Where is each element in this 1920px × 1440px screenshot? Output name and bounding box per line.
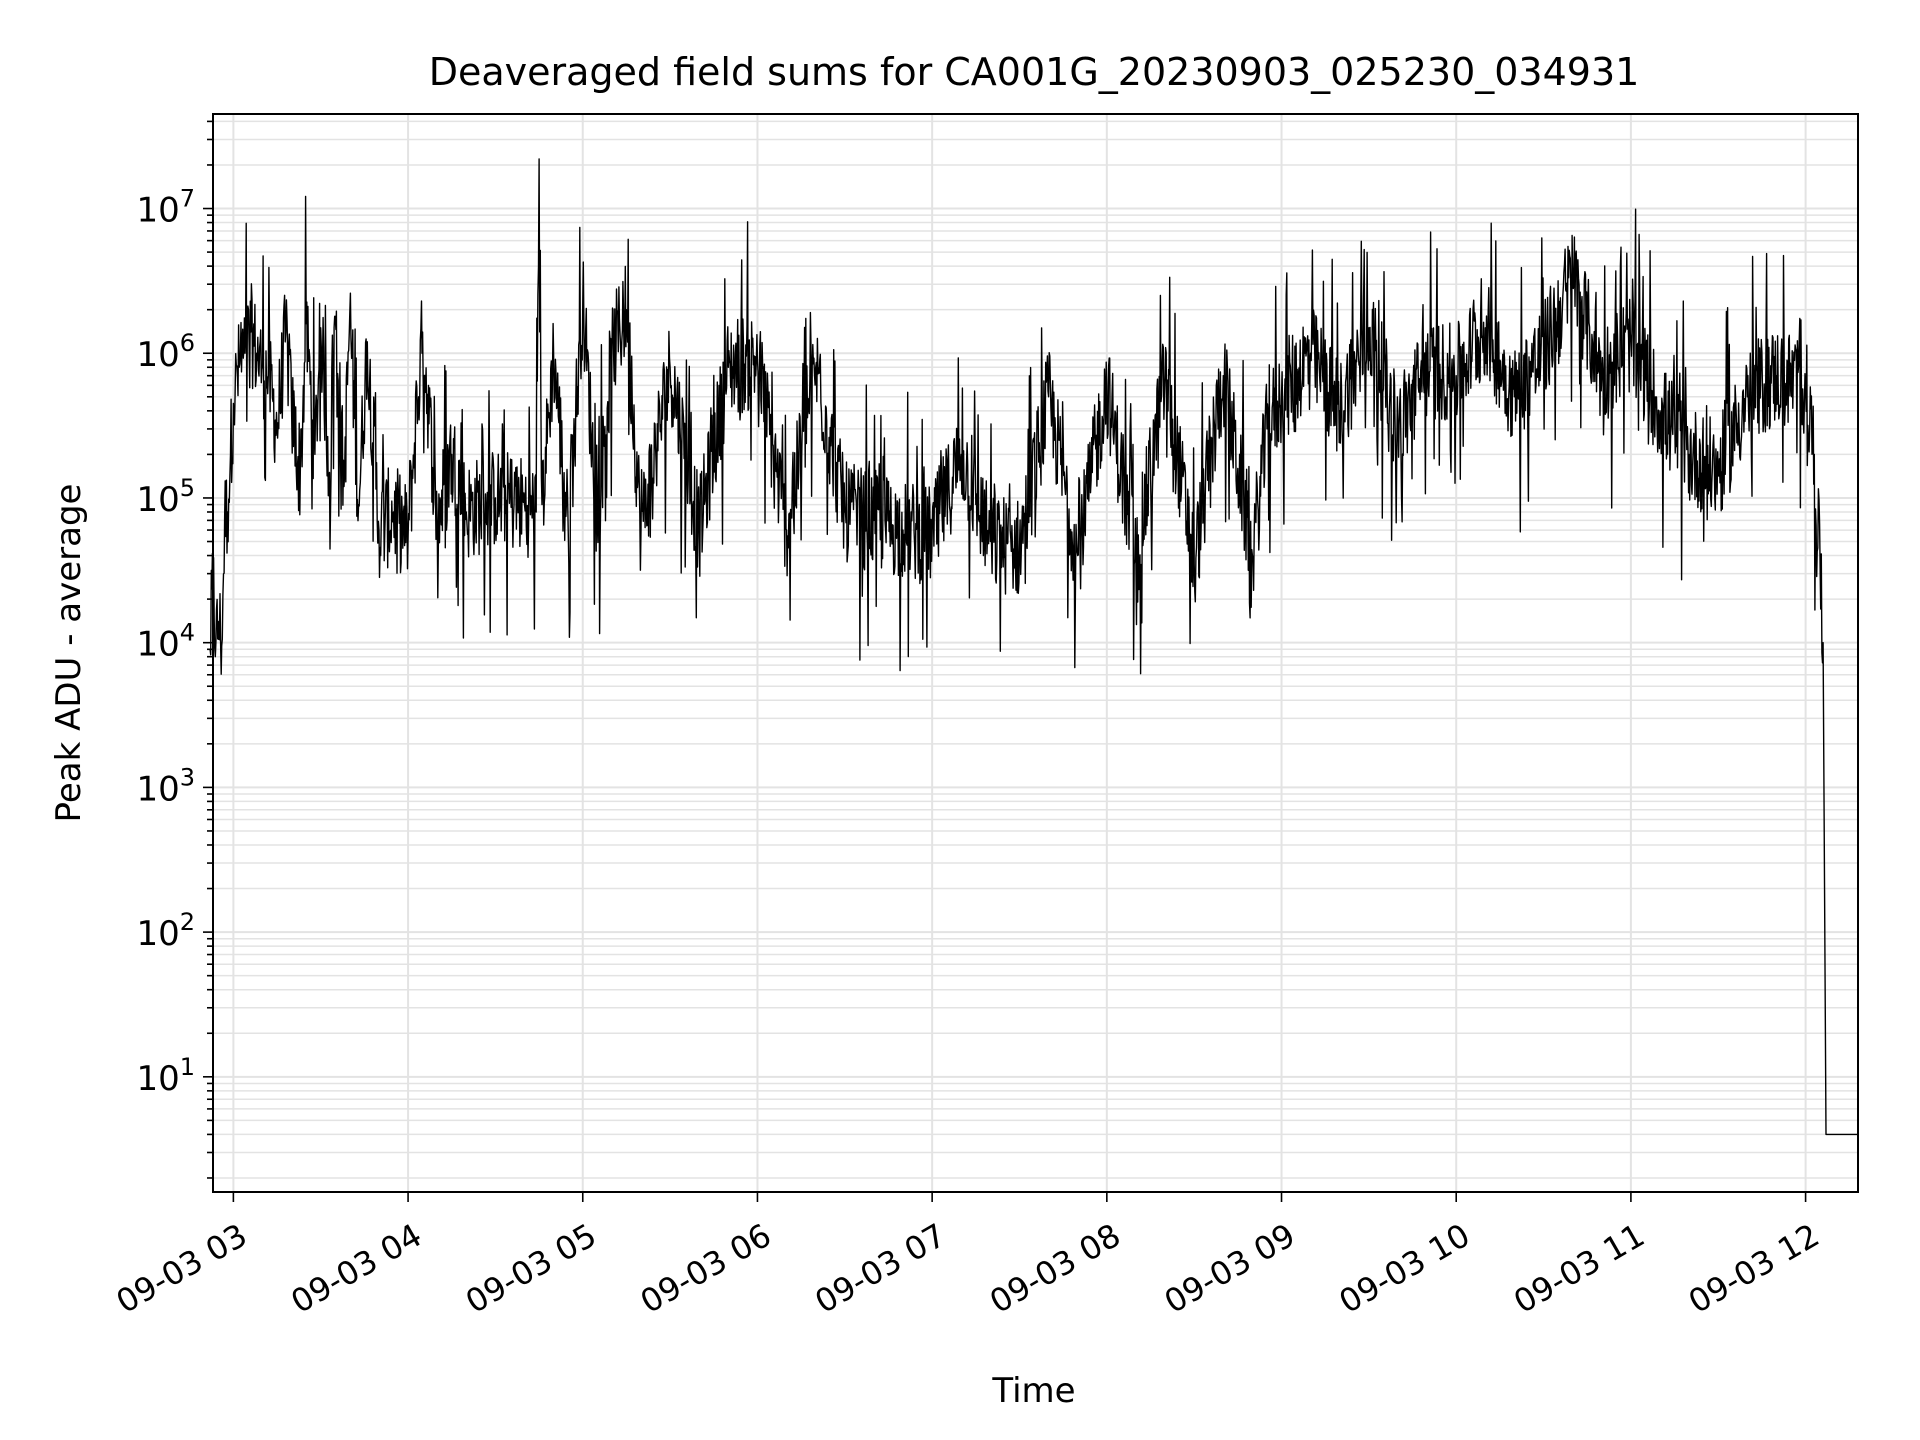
y-axis-label: Peak ADU - average <box>49 484 89 823</box>
chart-title: Deaveraged field sums for CA001G_2023090… <box>429 50 1640 94</box>
y-tick-label: 101 <box>136 1053 195 1099</box>
plot-frame <box>212 113 1859 1193</box>
y-tick-label: 105 <box>136 474 195 520</box>
y-tick-label: 102 <box>136 908 195 954</box>
y-tick-label: 106 <box>136 329 195 375</box>
series-layer <box>209 158 1858 1136</box>
y-tick-label: 107 <box>136 185 195 231</box>
grid <box>213 114 1858 1192</box>
x-axis-label: Time <box>991 1371 1075 1411</box>
y-axis: 101 102 103 104 105 106 107 <box>136 120 213 1179</box>
y-tick-label: 104 <box>136 619 195 665</box>
y-tick-label: 103 <box>136 763 195 809</box>
series-line <box>209 158 1858 1136</box>
